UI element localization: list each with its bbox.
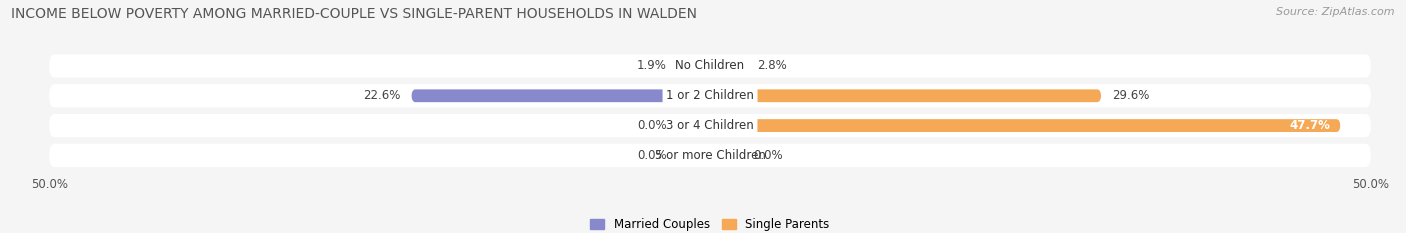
Text: Source: ZipAtlas.com: Source: ZipAtlas.com	[1277, 7, 1395, 17]
Text: 47.7%: 47.7%	[1289, 119, 1330, 132]
Text: 2.8%: 2.8%	[758, 59, 787, 72]
Text: No Children: No Children	[675, 59, 745, 72]
FancyBboxPatch shape	[678, 119, 710, 132]
FancyBboxPatch shape	[49, 54, 1371, 78]
FancyBboxPatch shape	[678, 149, 710, 162]
Text: 0.0%: 0.0%	[754, 149, 783, 162]
FancyBboxPatch shape	[49, 144, 1371, 167]
Text: 1.9%: 1.9%	[637, 59, 666, 72]
FancyBboxPatch shape	[412, 89, 710, 102]
Text: 5 or more Children: 5 or more Children	[655, 149, 765, 162]
FancyBboxPatch shape	[710, 60, 747, 72]
FancyBboxPatch shape	[49, 114, 1371, 137]
Text: 0.0%: 0.0%	[637, 119, 666, 132]
FancyBboxPatch shape	[678, 60, 710, 72]
FancyBboxPatch shape	[710, 89, 1101, 102]
Text: 29.6%: 29.6%	[1112, 89, 1149, 102]
FancyBboxPatch shape	[49, 84, 1371, 107]
FancyBboxPatch shape	[710, 149, 742, 162]
Text: 3 or 4 Children: 3 or 4 Children	[666, 119, 754, 132]
Text: INCOME BELOW POVERTY AMONG MARRIED-COUPLE VS SINGLE-PARENT HOUSEHOLDS IN WALDEN: INCOME BELOW POVERTY AMONG MARRIED-COUPL…	[11, 7, 697, 21]
Text: 0.0%: 0.0%	[637, 149, 666, 162]
FancyBboxPatch shape	[710, 119, 1340, 132]
Legend: Married Couples, Single Parents: Married Couples, Single Parents	[586, 213, 834, 233]
Text: 1 or 2 Children: 1 or 2 Children	[666, 89, 754, 102]
Text: 22.6%: 22.6%	[363, 89, 401, 102]
